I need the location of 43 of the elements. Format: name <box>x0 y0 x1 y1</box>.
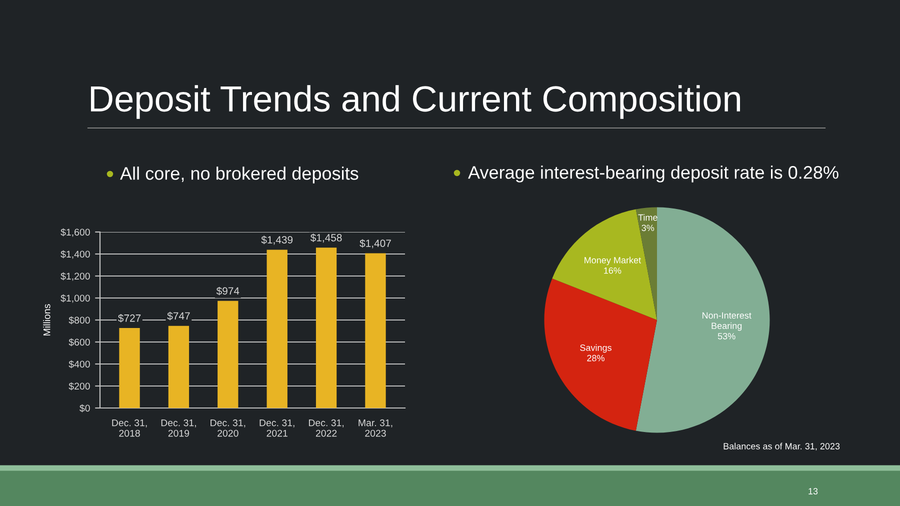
y-tick-label: $200 <box>68 382 90 390</box>
y-tick-label: $600 <box>68 338 90 346</box>
x-tick-label: Mar. 31, 2023 <box>358 419 392 437</box>
chart-subtitle: All core, no brokered deposits <box>120 166 358 184</box>
bar <box>365 253 386 408</box>
data-label: 53% <box>718 332 736 340</box>
slice-label: Non-Interest Bearing <box>702 312 752 331</box>
slice-label: Time <box>638 214 658 221</box>
y-tick-label: $1,000 <box>60 294 90 303</box>
y-tick-label: $1,400 <box>60 250 90 259</box>
data-label: $1,439 <box>261 236 293 245</box>
chart-subtitle: Average interest-bearing deposit rate is 0.28% <box>468 166 838 182</box>
data-label: 16% <box>604 267 622 274</box>
y-tick-label: $1,600 <box>60 228 90 237</box>
slice-label: Money Market <box>584 256 641 266</box>
y-tick-label: $800 <box>68 316 90 324</box>
y-tick-label: $1,200 <box>60 272 90 281</box>
x-tick-label: Dec. 31, 2021 <box>260 419 294 437</box>
slice-label: Savings <box>580 344 612 353</box>
data-label: $747 <box>167 312 190 320</box>
y-tick-label: $0 <box>80 404 90 412</box>
pie-slice <box>552 209 657 320</box>
bar <box>218 300 238 408</box>
x-tick-label: Dec. 31, 2020 <box>210 419 246 437</box>
y-axis-title: Millions <box>43 304 50 336</box>
data-label: $727 <box>118 314 141 322</box>
x-tick-label: Dec. 31, 2019 <box>161 419 196 437</box>
data-label: 28% <box>587 354 604 362</box>
y-tick-label: $400 <box>68 360 90 368</box>
data-label: $974 <box>216 286 240 296</box>
bar <box>266 250 288 408</box>
text: Balances as of Mar. 31, 2023 <box>724 442 840 450</box>
chart-title: Deposit Trends and Current Composition <box>90 85 740 119</box>
data-label: $1,458 <box>310 234 342 243</box>
data-label: 3% <box>642 224 654 232</box>
x-tick-label: Dec. 31, 2018 <box>112 419 147 437</box>
text: 13 <box>808 488 818 494</box>
pie-slice <box>544 278 657 431</box>
bar <box>119 328 140 408</box>
bar <box>316 248 337 408</box>
bar <box>168 326 190 408</box>
data-label: $1,407 <box>360 239 391 248</box>
x-tick-label: Dec. 31, 2022 <box>308 419 344 437</box>
